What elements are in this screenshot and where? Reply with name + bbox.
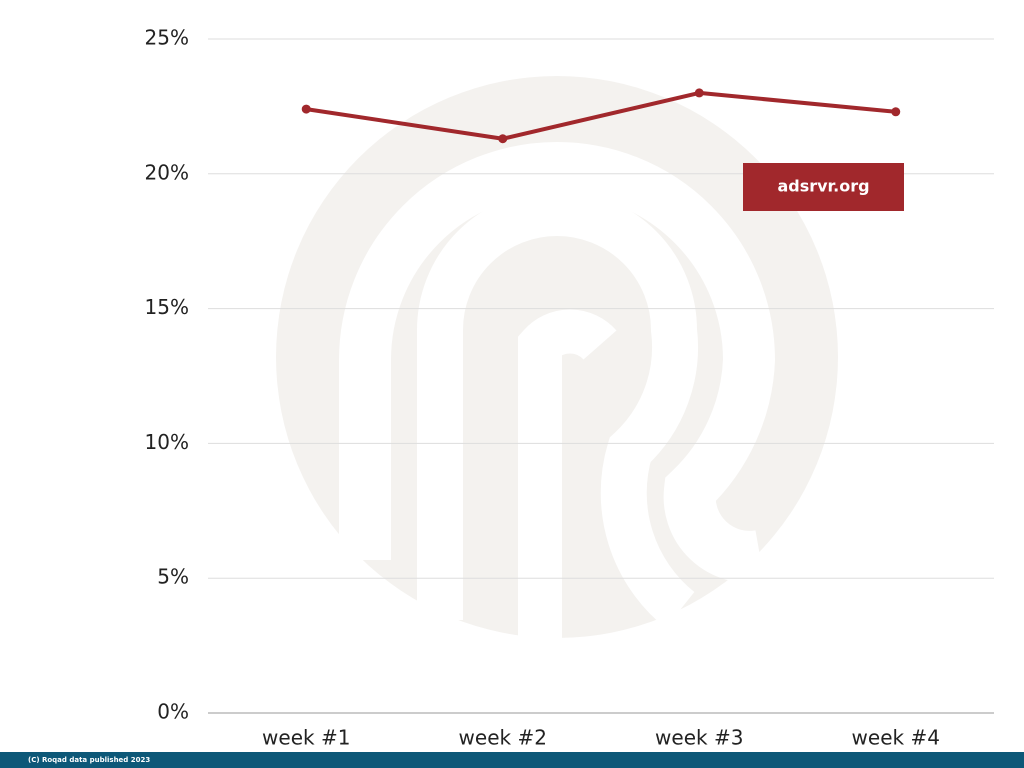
x-tick-label: week #3: [655, 726, 743, 750]
data-point: [891, 107, 901, 117]
watermark-logo: [276, 76, 838, 640]
legend-box: [743, 163, 904, 211]
y-tick-label: 25%: [145, 26, 189, 50]
data-line: [305, 90, 896, 141]
data-point: [694, 88, 704, 98]
x-tick-label: week #1: [262, 726, 350, 750]
y-tick-label: 15%: [145, 295, 189, 319]
legend-label: adsrvr.org: [777, 177, 869, 196]
y-tick-label: 10%: [145, 430, 189, 454]
y-tick-label: 0%: [157, 700, 189, 724]
y-tick-label: 20%: [145, 160, 189, 184]
data-point: [301, 104, 311, 114]
x-tick-label: week #4: [852, 726, 940, 750]
data-point: [498, 134, 508, 144]
footer-bar: [0, 752, 1024, 768]
y-tick-label: 5%: [157, 565, 189, 589]
footer-text: (C) Roqad data published 2023: [28, 756, 150, 764]
x-tick-label: week #2: [459, 726, 547, 750]
